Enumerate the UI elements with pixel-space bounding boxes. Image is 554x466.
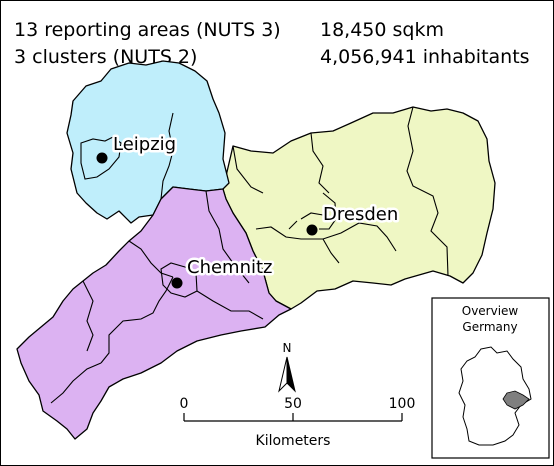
- inhabitants-text: 4,056,941 inhabitants: [320, 46, 530, 68]
- leipzig-label: Leipzig: [113, 134, 176, 155]
- scale-tick-0: 0: [180, 396, 189, 412]
- chemnitz-label: Chemnitz: [187, 257, 273, 278]
- saxony-highlight: [502, 390, 530, 410]
- scale-tick-50: 50: [284, 396, 302, 412]
- overview-title: Overview: [462, 304, 519, 318]
- north-label: N: [283, 341, 292, 355]
- scale-bar: 0 50 100 Kilometers: [180, 396, 416, 449]
- city-chemnitz[interactable]: Chemnitz: [171, 255, 275, 289]
- dresden-label: Dresden: [323, 204, 398, 225]
- north-arrow: N: [278, 341, 296, 393]
- scale-tick-100: 100: [389, 396, 416, 412]
- cluster-dresden[interactable]: [222, 106, 496, 310]
- clusters-text: 3 clusters (NUTS 2): [14, 46, 198, 68]
- city-leipzig[interactable]: Leipzig: [96, 132, 179, 164]
- cluster-chemnitz[interactable]: [16, 186, 292, 440]
- scale-unit: Kilometers: [256, 433, 331, 449]
- chemnitz-point: [171, 277, 183, 289]
- chemnitz-region: [16, 186, 292, 440]
- north-arrow-icon: [278, 356, 288, 393]
- germany-outline: [458, 346, 532, 446]
- city-dresden[interactable]: Dresden: [306, 202, 401, 236]
- leipzig-point: [96, 152, 108, 164]
- area-size-text: 18,450 sqkm: [320, 19, 444, 41]
- reporting-areas-text: 13 reporting areas (NUTS 3): [14, 19, 281, 41]
- overview-inset: Overview Germany: [431, 297, 550, 459]
- dresden-point: [306, 224, 318, 236]
- overview-subtitle: Germany: [462, 320, 517, 334]
